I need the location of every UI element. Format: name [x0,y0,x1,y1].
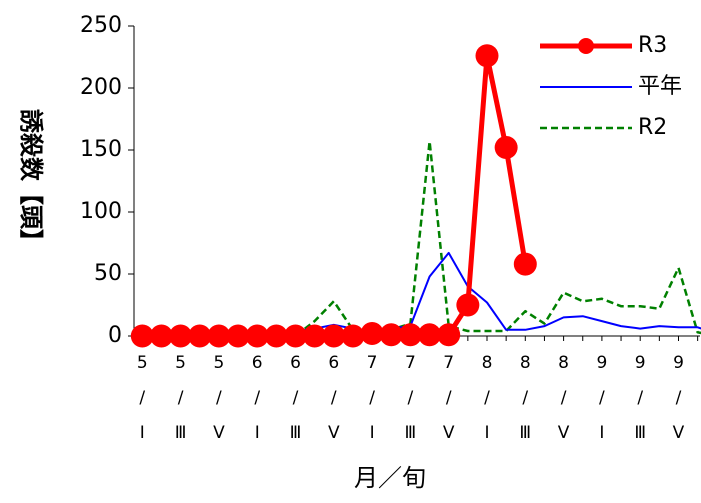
legend-label: R2 [638,115,667,140]
x-tick-label: 6 [290,353,301,373]
x-tick-label: 8 [482,353,493,373]
y-tick-label: 50 [94,261,122,286]
x-tick-label: Ⅲ [519,423,531,443]
x-tick-label: / [561,388,567,408]
data-point [322,324,346,348]
data-point [245,324,269,348]
series-line [142,140,701,338]
y-tick-label: 100 [80,199,122,224]
x-tick-label: / [216,388,222,408]
legend-item: 平年 [540,74,682,99]
x-tick-label: 6 [252,353,263,373]
x-tick-label: Ⅴ [558,423,570,443]
x-tick-label: Ⅲ [175,423,187,443]
legend-marker [578,38,594,54]
x-tick-label: Ⅰ [370,423,375,443]
x-tick-label: Ⅲ [290,423,302,443]
data-point [130,324,154,348]
data-point [169,324,193,348]
series-normal-year [142,251,701,337]
data-point [207,324,231,348]
x-tick-label: / [446,388,452,408]
x-tick-label: Ⅴ [443,423,455,443]
x-tick-label: Ⅲ [634,423,646,443]
x-tick-label: / [599,388,605,408]
series-line [142,251,701,337]
x-axis-title: 月／旬 [354,464,426,492]
x-tick-label: / [637,388,643,408]
x-tick-label: Ⅴ [328,423,340,443]
data-point [341,324,365,348]
x-tick-label: Ⅴ [673,423,685,443]
x-tick-label: / [254,388,260,408]
x-tick-label: 5 [137,353,148,373]
legend-item: R3 [540,33,667,58]
x-tick-label: / [331,388,337,408]
x-tick-label: Ⅰ [140,423,145,443]
x-tick-label: / [484,388,490,408]
plot-area: 0 50 100 150 200 250 5 / Ⅰ 5 / Ⅲ 5 / Ⅴ 6 / Ⅰ 6 / Ⅲ 6 / Ⅴ 7 / Ⅰ 7 / Ⅲ… [80,13,701,443]
data-point [303,324,327,348]
x-tick-label: 7 [367,353,378,373]
x-tick-label: 9 [635,353,646,373]
legend: R3 平年 R2 [540,33,682,140]
y-tick-label: 0 [108,323,122,348]
x-tick-label: 7 [405,353,416,373]
data-point [456,293,480,317]
x-tick-label: 9 [596,353,607,373]
x-tick-label: / [178,388,184,408]
data-point [264,324,288,348]
legend-item: R2 [540,115,667,140]
y-tick-label: 150 [80,137,122,162]
series-r2 [142,140,701,338]
x-tick-label: 8 [520,353,531,373]
data-point [360,322,384,346]
x-tick-label: Ⅲ [405,423,417,443]
data-point [226,324,250,348]
data-point [398,323,422,347]
legend-label: 平年 [638,74,682,99]
x-tick-label: / [369,388,375,408]
data-point [149,324,173,348]
data-point [494,136,518,160]
x-tick-label: 9 [673,353,684,373]
x-tick-label: / [408,388,414,408]
y-axis-title: 誘殺数【頭】 [17,109,45,253]
data-point [379,323,403,347]
x-tick-label: 6 [328,353,339,373]
data-point [188,324,212,348]
legend-label: R3 [638,33,667,58]
x-tick-label: Ⅰ [255,423,260,443]
x-tick-group: 5 / Ⅰ 5 / Ⅲ 5 / Ⅴ 6 / Ⅰ 6 / Ⅲ 6 / Ⅴ 7 / Ⅰ 7 / Ⅲ 7 / Ⅴ 8 / Ⅰ 8 / Ⅲ 8 / Ⅴ 9 / Ⅰ 9… [137,336,699,443]
x-tick-label: 5 [213,353,224,373]
series-r3 [130,44,537,348]
data-point [437,323,461,347]
data-point [513,252,537,276]
x-tick-label: 5 [175,353,186,373]
x-tick-label: Ⅴ [213,423,225,443]
y-tick-label: 250 [80,13,122,38]
x-tick-label: / [139,388,145,408]
x-tick-label: 7 [443,353,454,373]
data-point [284,324,307,348]
x-tick-label: 8 [558,353,569,373]
x-tick-label: Ⅰ [599,423,604,443]
y-tick-group: 0 50 100 150 200 250 [80,13,134,348]
y-tick-label: 200 [80,75,122,100]
x-tick-label: / [676,388,682,408]
x-tick-label: / [522,388,528,408]
series-layer [130,44,701,348]
x-tick-label: Ⅰ [484,423,489,443]
data-point [475,44,499,68]
x-tick-label: / [293,388,299,408]
data-point [418,323,442,347]
